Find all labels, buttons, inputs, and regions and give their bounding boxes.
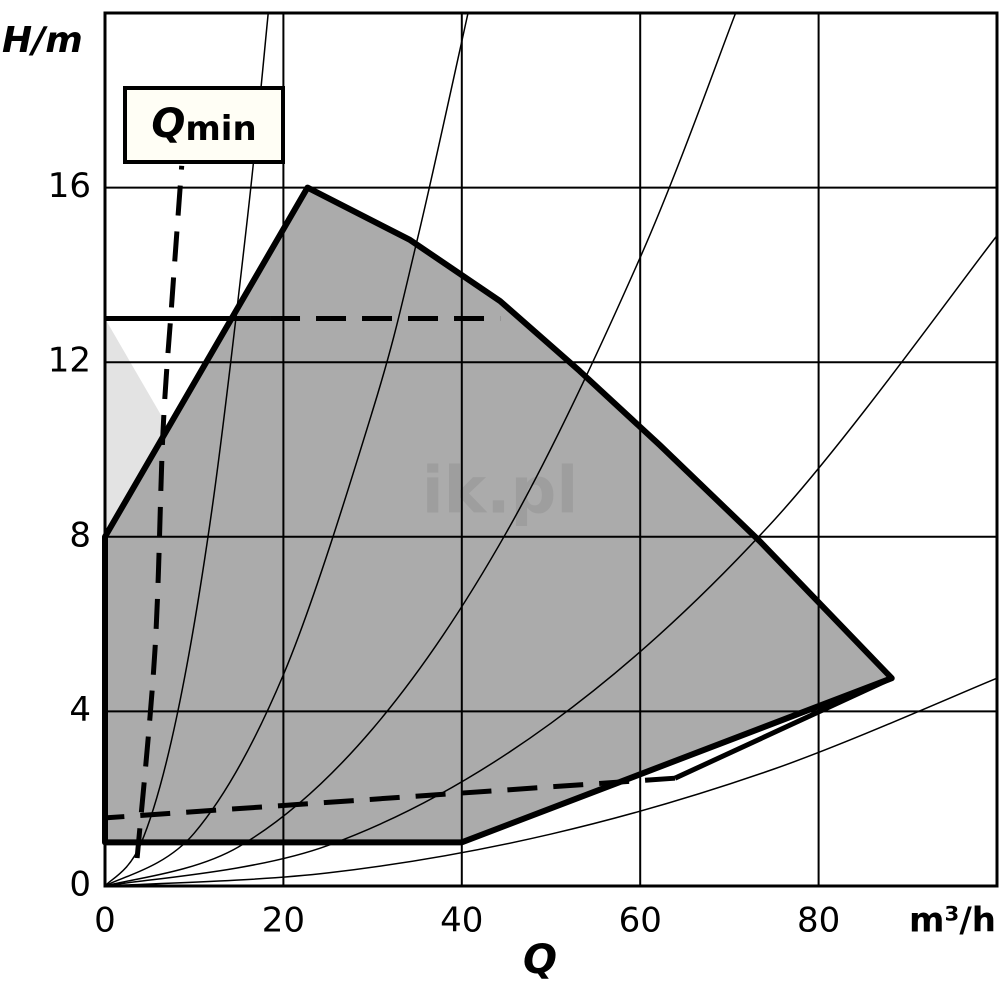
annotation-sub: min — [185, 109, 256, 149]
line — [104, 12, 269, 887]
x-unit: m³/h — [909, 901, 996, 941]
y-axis-label: H/m — [2, 20, 83, 61]
line — [673, 675, 893, 781]
lines — [104, 12, 998, 887]
plot-frame — [103, 11, 999, 888]
x-tick-label: 0 — [94, 901, 116, 941]
watermark: ik.pl — [422, 455, 579, 529]
x-tick-label: 80 — [797, 901, 840, 941]
x-tick-label: 60 — [619, 901, 662, 941]
y-tick-label: 4 — [69, 690, 91, 730]
y-tick-label: 8 — [69, 515, 91, 555]
y-tick-label: 0 — [69, 865, 91, 905]
annotation-box — [123, 86, 285, 164]
annotation-main: Q — [151, 101, 185, 147]
labels: 0 4 8 12 16 0 20 40 60 80 — [48, 166, 840, 940]
line — [134, 165, 185, 859]
line — [104, 12, 469, 887]
line — [104, 775, 676, 821]
y-tick-label: 16 — [48, 166, 91, 206]
areas — [102, 184, 895, 846]
line — [104, 677, 998, 887]
line — [104, 235, 998, 887]
x-tick-label: 40 — [440, 901, 483, 941]
area — [102, 184, 895, 846]
x-tick-label: 20 — [262, 901, 305, 941]
annotation: Qmin — [151, 101, 256, 149]
line — [104, 12, 737, 887]
x-axis-label: Q — [523, 937, 557, 983]
y-tick-label: 12 — [48, 341, 91, 381]
